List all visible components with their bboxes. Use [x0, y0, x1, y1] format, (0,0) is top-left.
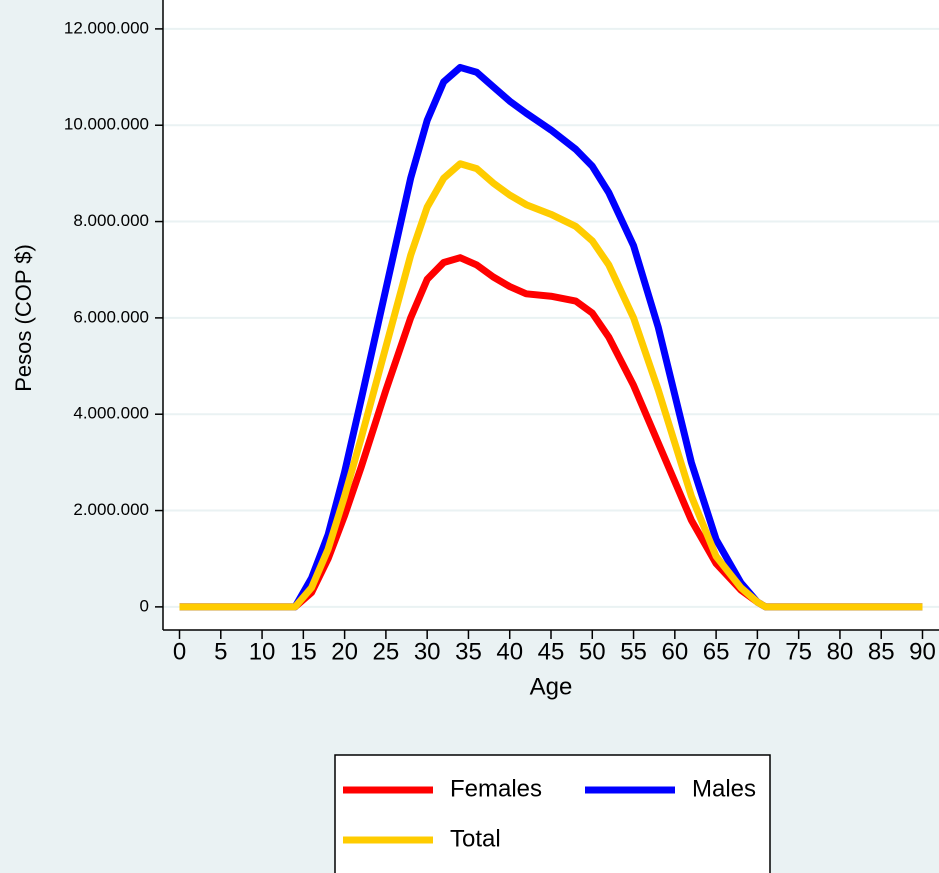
x-tick-label: 65	[703, 638, 730, 665]
x-tick-label: 30	[414, 638, 441, 665]
y-tick-label: 2.000.000	[73, 500, 149, 519]
x-tick-label: 60	[661, 638, 688, 665]
x-tick-label: 80	[827, 638, 854, 665]
x-tick-label: 15	[290, 638, 317, 665]
y-tick-label: 10.000.000	[64, 115, 149, 134]
legend: Females Males Total	[343, 775, 756, 852]
lines	[179, 63, 923, 611]
x-tick-label: 35	[455, 638, 482, 665]
x-tick-label: 10	[249, 638, 276, 665]
plot-area	[163, 0, 939, 630]
x-tick-label: 0	[173, 638, 186, 665]
legend-box	[334, 754, 771, 873]
x-tick-label: 55	[620, 638, 647, 665]
y-tick-label: 8.000.000	[73, 211, 149, 230]
legend-label: Males	[692, 775, 756, 802]
x-tick-label: 85	[868, 638, 895, 665]
x-tick-label: 5	[214, 638, 227, 665]
x-tick-label: 45	[538, 638, 565, 665]
x-tick-label: 25	[373, 638, 400, 665]
y-tick-label: 0	[140, 596, 149, 615]
legend-label: Females	[450, 775, 542, 802]
x-tick-label: 90	[909, 638, 936, 665]
legend-label: Total	[450, 825, 501, 852]
x-tick-label: 50	[579, 638, 606, 665]
y-axis-title: Pesos (COP $)	[11, 244, 36, 392]
x-tick-label: 70	[744, 638, 771, 665]
y-tick-label: 4.000.000	[73, 404, 149, 423]
series-line	[179, 160, 923, 611]
x-tick-label: 75	[785, 638, 812, 665]
x-axis-title: Age	[530, 673, 573, 700]
y-tick-label: 6.000.000	[73, 307, 149, 326]
y-tick-label: 12.000.000	[64, 18, 149, 37]
x-tick-label: 20	[331, 638, 358, 665]
x-tick-label: 40	[496, 638, 523, 665]
ticks: 0 2.000.000 4.000.000 6.000.000 8.000.000 10.…	[64, 18, 936, 665]
